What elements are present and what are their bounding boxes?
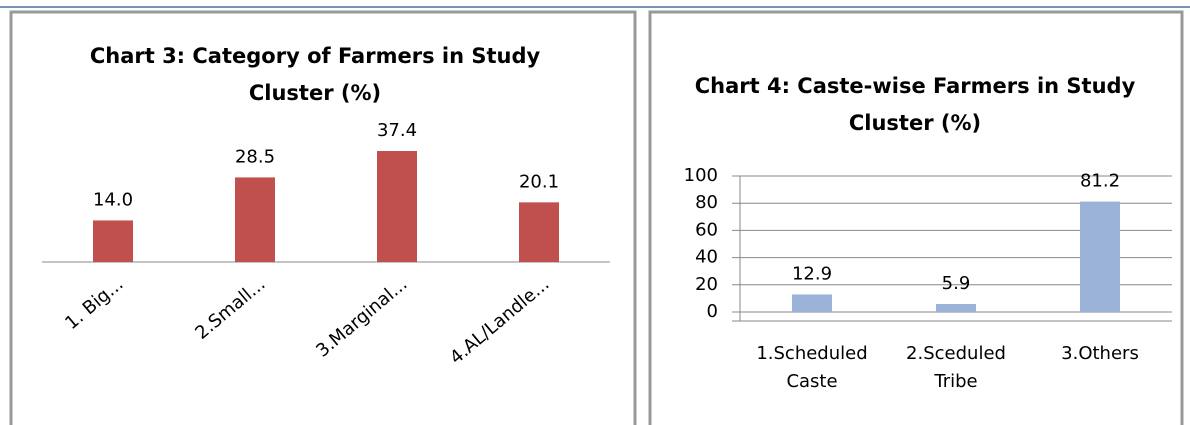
y-tick-label: 40 <box>695 247 718 268</box>
data-label: 28.5 <box>235 146 275 167</box>
x-tick-label: 2.Sceduled Tribe <box>906 343 1006 392</box>
panel-left <box>9 10 637 425</box>
data-label: 5.9 <box>942 273 971 294</box>
bar <box>235 177 275 262</box>
x-tick-label: 1. Big... <box>61 274 127 334</box>
y-tick-label: 80 <box>695 192 718 213</box>
x-tick-label: 2.Small... <box>191 274 269 344</box>
y-tick-label: 0 <box>707 301 718 322</box>
bar <box>1080 201 1120 312</box>
data-label: 81.2 <box>1080 171 1120 192</box>
data-label: 20.1 <box>519 171 559 192</box>
chart-title: Chart 3: Category of Farmers in Study Clu… <box>90 44 541 105</box>
chart-title: Chart 4: Caste-wise Farmers in Study Clus… <box>695 74 1136 135</box>
y-tick-label: 20 <box>695 274 718 295</box>
bar <box>792 294 832 312</box>
x-tick-label: 3.Marginal... <box>312 274 411 362</box>
bar <box>936 303 976 312</box>
y-tick-label: 60 <box>695 219 718 240</box>
y-tick-label: 100 <box>684 165 718 186</box>
x-tick-label: 4.AL/Landle... <box>446 274 554 369</box>
bar <box>93 220 133 262</box>
panel-right <box>648 10 1184 425</box>
data-label: 12.9 <box>792 263 832 284</box>
x-tick-label: 1.Scheduled Caste <box>756 343 868 392</box>
data-label: 14.0 <box>93 189 133 210</box>
bar <box>377 151 417 262</box>
x-tick-label: 3.Others <box>1061 343 1139 364</box>
bar <box>519 202 559 262</box>
data-label: 37.4 <box>377 120 417 141</box>
